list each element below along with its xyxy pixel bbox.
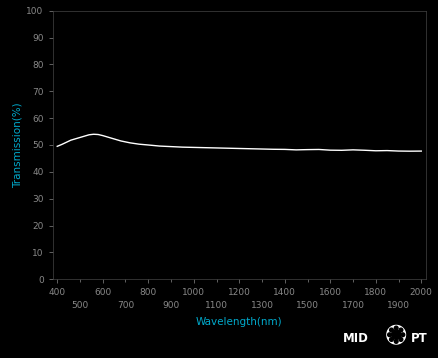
Polygon shape xyxy=(391,330,400,339)
Polygon shape xyxy=(393,326,397,330)
Polygon shape xyxy=(393,339,397,343)
Y-axis label: Transmission(%): Transmission(%) xyxy=(12,102,22,188)
Text: MID: MID xyxy=(342,333,367,345)
Polygon shape xyxy=(389,338,392,341)
X-axis label: Wavelength(nm): Wavelength(nm) xyxy=(195,317,282,327)
Polygon shape xyxy=(387,333,391,337)
Polygon shape xyxy=(398,338,402,341)
Polygon shape xyxy=(398,328,402,332)
Polygon shape xyxy=(389,328,392,332)
Text: PT: PT xyxy=(410,333,426,345)
Polygon shape xyxy=(386,325,405,344)
Polygon shape xyxy=(400,333,404,337)
